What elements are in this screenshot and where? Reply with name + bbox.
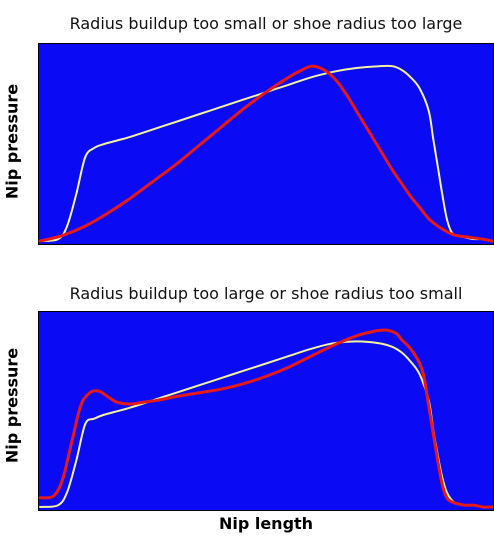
series-line-2 xyxy=(38,64,494,243)
chart-1-plot xyxy=(38,43,494,245)
x-axis-label: Nip length xyxy=(218,514,314,533)
series-line-1 xyxy=(39,64,493,242)
series-line-1 xyxy=(39,340,493,509)
chart-2-plot xyxy=(38,311,494,511)
chart-1-y-axis-label: Nip pressure xyxy=(2,83,22,200)
plot-area-background xyxy=(38,43,494,245)
series-line-2 xyxy=(38,328,494,509)
plot-area-background xyxy=(38,311,494,511)
chart-1-title: Radius buildup too small or shoe radius … xyxy=(69,14,463,33)
chart-2-y-axis-label: Nip pressure xyxy=(2,347,22,464)
chart-2-title: Radius buildup too large or shoe radius … xyxy=(69,284,463,303)
